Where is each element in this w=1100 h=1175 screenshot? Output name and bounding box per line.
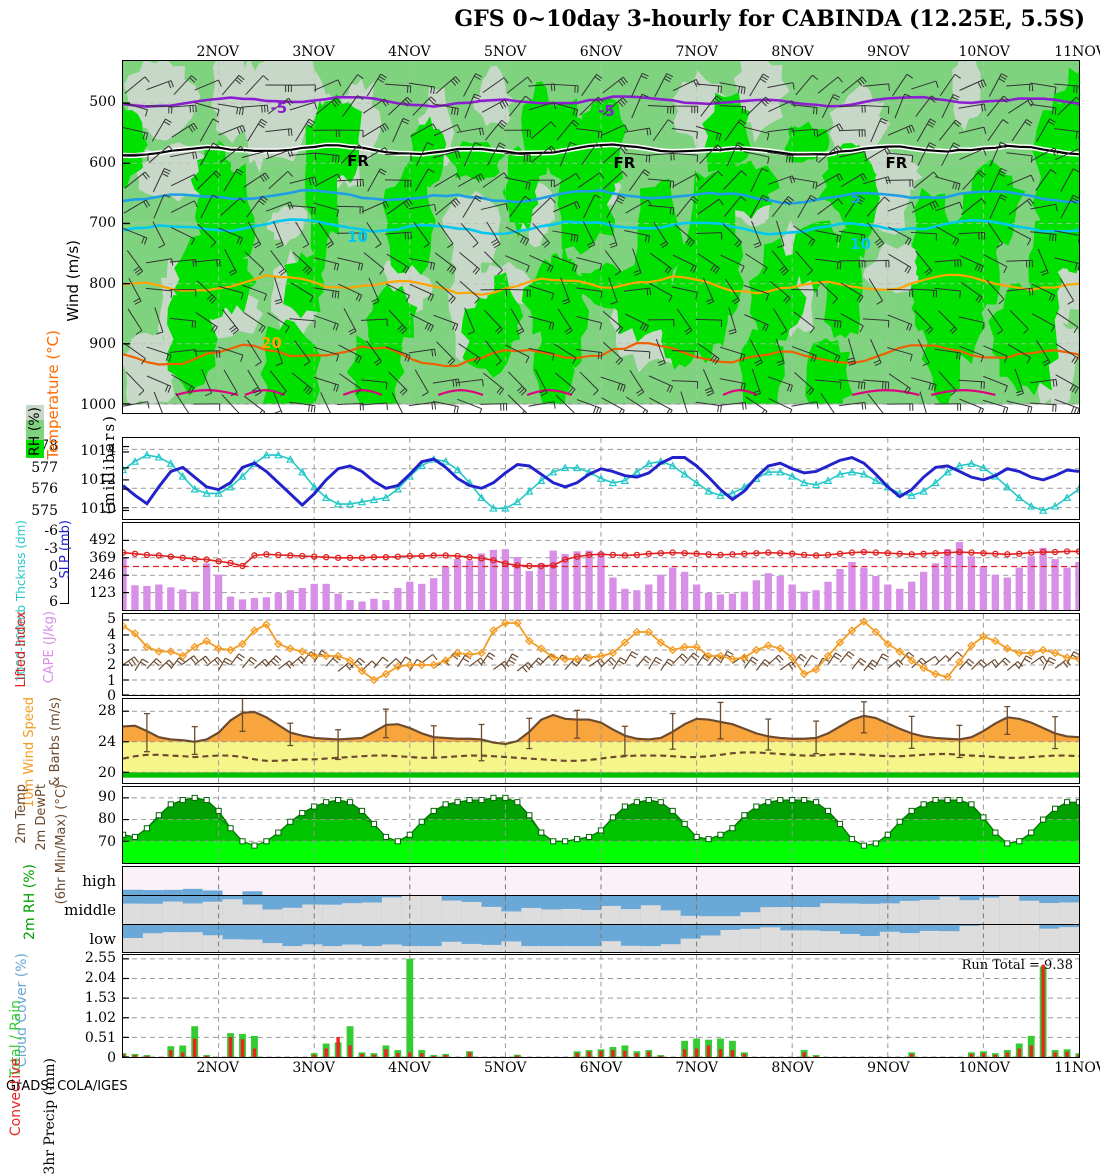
x-tick-5nov: 5NOV bbox=[484, 44, 527, 60]
x-tick-6nov: 6NOV bbox=[580, 1060, 623, 1076]
x-tick-7nov: 7NOV bbox=[676, 44, 719, 60]
wind-barbs-axis-label: & Barbs (m/s) bbox=[48, 697, 63, 787]
x-tick-9nov: 9NOV bbox=[867, 44, 910, 60]
x-tick-9nov: 9NOV bbox=[867, 1060, 910, 1076]
rh-tick-90: 90 bbox=[70, 789, 116, 805]
contour-label-1: -5 bbox=[598, 102, 615, 120]
pressure-tick-600: 600 bbox=[70, 155, 116, 171]
rh-tick-80: 80 bbox=[70, 811, 116, 827]
thickness-tick-575: 575 bbox=[18, 503, 58, 519]
wind-tick-2: 2 bbox=[70, 657, 116, 673]
precip-tick-1-53: 1.53 bbox=[58, 990, 116, 1006]
contour-label-4: FR bbox=[886, 154, 908, 172]
cloud-row-label-middle: middle bbox=[40, 901, 116, 919]
wind-speed-panel[interactable] bbox=[122, 613, 1080, 696]
x-tick-8nov: 8NOV bbox=[771, 1060, 814, 1076]
rh2m-axis-label: 2m RH (%) bbox=[22, 864, 38, 940]
x-tick-4nov: 4NOV bbox=[388, 1060, 431, 1076]
x-tick-3nov: 3NOV bbox=[292, 1060, 335, 1076]
precip-tick-1-02: 1.02 bbox=[58, 1010, 116, 1026]
x-tick-2nov: 2NOV bbox=[197, 1060, 240, 1076]
cloud-high-panel[interactable] bbox=[122, 866, 1080, 895]
precip-tick-0: 0 bbox=[58, 1050, 116, 1066]
x-tick-10nov: 10NOV bbox=[958, 44, 1009, 60]
cape-tick-123: 123 bbox=[62, 585, 116, 601]
run-total-label: Run Total = 9.38 bbox=[962, 958, 1073, 973]
precipitation-panel[interactable]: Run Total = 9.38 bbox=[122, 954, 1080, 1058]
wind-axis-label: Wind (m/s) bbox=[64, 240, 82, 322]
rh-legend-label: RH (%) bbox=[26, 405, 44, 458]
x-tick-10nov: 10NOV bbox=[958, 1060, 1009, 1076]
x-tick-8nov: 8NOV bbox=[771, 44, 814, 60]
cape-lifted-index-panel[interactable] bbox=[122, 522, 1080, 611]
cloud-row-label-high: high bbox=[40, 872, 116, 890]
slp-axis-label: SLP (mb) bbox=[58, 520, 73, 579]
pressure-axis-label: (millibars) bbox=[100, 414, 118, 515]
thickness-tick-576: 576 bbox=[18, 481, 58, 497]
pressure-tick-1000: 1000 bbox=[70, 397, 116, 413]
wind-tick-1: 1 bbox=[70, 673, 116, 689]
cloud-middle-panel[interactable] bbox=[122, 895, 1080, 924]
cloud-row-label-low: low bbox=[40, 930, 116, 948]
precip-tick-2-55: 2.55 bbox=[58, 950, 116, 966]
pressure-tick-700: 700 bbox=[70, 215, 116, 231]
temp-tick-24: 24 bbox=[70, 734, 116, 750]
rh-tick-70: 70 bbox=[70, 834, 116, 850]
contour-label-0: -5 bbox=[270, 99, 287, 117]
temperature-axis-label: Temperature (°C) bbox=[44, 330, 62, 459]
precip-tick-2-04: 2.04 bbox=[58, 970, 116, 986]
x-tick-11nov: 11NOV bbox=[1054, 1060, 1100, 1076]
credit-label: GrADS: COLA/IGES bbox=[6, 1079, 128, 1094]
temp-axis-label: 2m Temp bbox=[14, 784, 29, 844]
relative-humidity-panel[interactable] bbox=[122, 786, 1080, 864]
x-tick-4nov: 4NOV bbox=[388, 44, 431, 60]
precip-axis-label: 3hr Precip (mm) bbox=[42, 1058, 58, 1175]
contour-label-2: FR bbox=[347, 152, 369, 170]
contour-label-8: 20 bbox=[261, 334, 282, 352]
minmax-axis-label: (6hr Min/Max) (°C) bbox=[54, 784, 69, 904]
x-tick-7nov: 7NOV bbox=[676, 1060, 719, 1076]
contour-label-5: 5 bbox=[850, 189, 860, 207]
temperature-dewpoint-panel[interactable] bbox=[122, 698, 1080, 784]
contour-label-7: 10 bbox=[850, 235, 871, 253]
contour-label-3: FR bbox=[613, 154, 635, 172]
x-tick-11nov: 11NOV bbox=[1054, 44, 1100, 60]
wind-tick-4: 4 bbox=[70, 627, 116, 643]
page-title: GFS 0~10day 3-hourly for CABINDA (12.25E… bbox=[0, 6, 1085, 32]
pressure-tick-900: 900 bbox=[70, 336, 116, 352]
contour-label-6: 10 bbox=[347, 228, 368, 246]
x-tick-2nov: 2NOV bbox=[197, 44, 240, 60]
slp-thickness-panel[interactable] bbox=[122, 437, 1080, 520]
lifted-index-axis-label: Lifted Index bbox=[14, 611, 29, 687]
dewpt-axis-label: 2m DewPt bbox=[34, 784, 49, 851]
pressure-tick-500: 500 bbox=[70, 94, 116, 110]
cloud-low-panel[interactable] bbox=[122, 924, 1080, 953]
temp-tick-28: 28 bbox=[70, 703, 116, 719]
convective-legend-label: Convective bbox=[8, 1058, 24, 1136]
thickness-tick-577: 577 bbox=[18, 460, 58, 476]
wind-tick-3: 3 bbox=[70, 642, 116, 658]
cape-axis-label: CAPE (J/kg) bbox=[42, 611, 57, 683]
precip-tick-0-51: 0.51 bbox=[58, 1030, 116, 1046]
x-tick-5nov: 5NOV bbox=[484, 1060, 527, 1076]
x-tick-3nov: 3NOV bbox=[292, 44, 335, 60]
temp-tick-20: 20 bbox=[70, 765, 116, 781]
x-tick-6nov: 6NOV bbox=[580, 44, 623, 60]
wind-tick-5: 5 bbox=[70, 611, 116, 627]
